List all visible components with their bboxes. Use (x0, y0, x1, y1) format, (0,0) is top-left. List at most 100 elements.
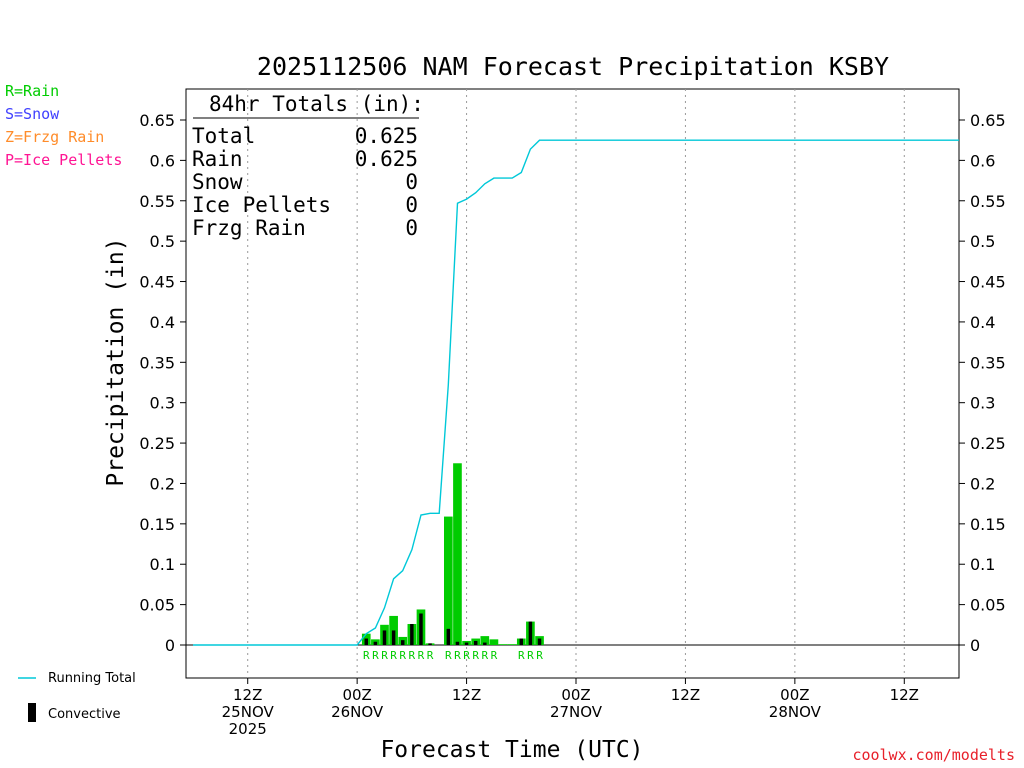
x-tick-label: 28NOV (769, 703, 822, 721)
convective-swatch (28, 703, 36, 722)
y-tick-label-right: 0.6 (970, 151, 995, 170)
precip-type-mark: R (363, 649, 370, 662)
precip-type-mark: R (418, 649, 425, 662)
y-tick-label-right: 0.3 (970, 394, 995, 413)
convective-bar (464, 642, 469, 645)
precip-type-mark: R (409, 649, 416, 662)
precip-type-legend: R=Rain S=Snow Z=Frzg Rain P=Ice Pellets (5, 82, 122, 169)
convective-bar (419, 613, 423, 645)
convective-legend: Convective (28, 703, 121, 722)
y-tick-label-right: 0.2 (970, 474, 995, 493)
rain-bar (507, 644, 517, 645)
precip-type-mark: R (381, 649, 388, 662)
y-tick-label: 0.45 (139, 273, 175, 292)
totals-value: 0.625 (355, 147, 418, 171)
precip-type-mark: R (491, 649, 498, 662)
convective-bar (401, 640, 405, 645)
precip-type-mark: R (536, 649, 543, 662)
y-tick-label: 0.5 (150, 232, 175, 251)
y-tick-label-right: 0.05 (970, 596, 1006, 615)
y-tick-label: 0.35 (139, 353, 175, 372)
running-total-legend: Running Total (18, 671, 136, 686)
plot-frame (185, 88, 960, 679)
y-tick-label-right: 0.45 (970, 273, 1006, 292)
x-tick-label: 00Z (342, 686, 371, 704)
convective-bar (428, 643, 432, 645)
convective-bar (446, 628, 451, 645)
y-axis-title: Precipitation (in) (103, 237, 129, 486)
rain-bar (444, 516, 453, 645)
y-tick-label: 0.4 (150, 313, 175, 332)
y-axis-right: 0 0.05 0.1 0.15 0.2 0.25 0.3 0.35 0.4 0.45 0.5 0.55… (959, 111, 1006, 655)
grid-lines (247, 89, 905, 678)
y-tick-label-right: 0.25 (970, 434, 1006, 453)
precip-type-mark: R (390, 649, 397, 662)
y-tick-label-right: 0.35 (970, 353, 1006, 372)
x-tick-label: 25NOV (222, 703, 275, 721)
credit-text: coolwx.com/modelts (852, 746, 1015, 764)
precip-type-mark: R (445, 649, 452, 662)
convective-bar (537, 638, 542, 645)
y-tick-label: 0.55 (139, 192, 175, 211)
totals-value: 0.625 (355, 124, 418, 148)
y-tick-label: 0 (165, 636, 175, 655)
totals-label: Ice Pellets (192, 193, 331, 217)
totals-box: 84hr Totals (in): Total 0.625 Rain 0.625 Sno… (192, 92, 424, 240)
totals-label: Rain (192, 147, 243, 171)
totals-label: Snow (192, 170, 243, 194)
convective-bar (473, 640, 478, 645)
running-total-label: Running Total (48, 671, 136, 686)
convective-bar (483, 642, 487, 645)
totals-value: 0 (405, 170, 418, 194)
y-tick-label: 0.2 (150, 474, 175, 493)
chart-title: 2025112506 NAM Forecast Precipitation KS… (257, 52, 889, 81)
x-tick-label: 12Z (671, 686, 700, 704)
convective-bar (455, 641, 460, 645)
x-tick-label: 12Z (452, 686, 481, 704)
totals-label: Frzg Rain (192, 216, 306, 240)
x-tick-label: 00Z (561, 686, 590, 704)
rain-bar (489, 639, 499, 645)
precip-type-legend-item: P=Ice Pellets (5, 151, 122, 169)
y-tick-label-right: 0.4 (970, 313, 995, 332)
rain-bar (498, 644, 508, 645)
totals-value: 0 (405, 193, 418, 217)
y-tick-label-right: 0 (970, 636, 980, 655)
precip-type-mark: R (481, 649, 488, 662)
convective-bar (391, 630, 396, 645)
precip-type-mark: R (463, 649, 470, 662)
rain-bar (453, 463, 462, 645)
precip-type-legend-item: Z=Frzg Rain (5, 128, 104, 146)
y-tick-label-right: 0.15 (970, 515, 1006, 534)
precip-type-mark: R (454, 649, 461, 662)
convective-label: Convective (48, 707, 121, 722)
totals-label: Total (192, 124, 255, 148)
convective-bar (382, 630, 387, 645)
y-tick-label: 0.25 (139, 434, 175, 453)
precip-bars (361, 463, 544, 645)
convective-bar (373, 641, 378, 645)
y-tick-label: 0.15 (139, 515, 175, 534)
convective-bar (528, 621, 533, 645)
precip-type-mark: R (527, 649, 534, 662)
convective-bar (410, 623, 414, 645)
x-tick-label: 12Z (890, 686, 919, 704)
y-tick-label-right: 0.65 (970, 111, 1006, 130)
x-tick-label: 00Z (780, 686, 809, 704)
precip-type-legend-item: R=Rain (5, 82, 59, 100)
x-tick-label: 27NOV (550, 703, 603, 721)
totals-value: 0 (405, 216, 418, 240)
y-tick-label: 0.1 (150, 555, 175, 574)
x-tick-label: 26NOV (331, 703, 384, 721)
x-tick-label: 12Z (233, 686, 262, 704)
y-tick-label-right: 0.5 (970, 232, 995, 251)
convective-bar (519, 638, 524, 645)
precip-type-mark: R (372, 649, 379, 662)
y-tick-label: 0.6 (150, 151, 175, 170)
precip-type-mark: R (399, 649, 406, 662)
y-tick-label: 0.05 (139, 596, 175, 615)
convective-bar (364, 638, 368, 645)
precip-type-mark: R (472, 649, 479, 662)
